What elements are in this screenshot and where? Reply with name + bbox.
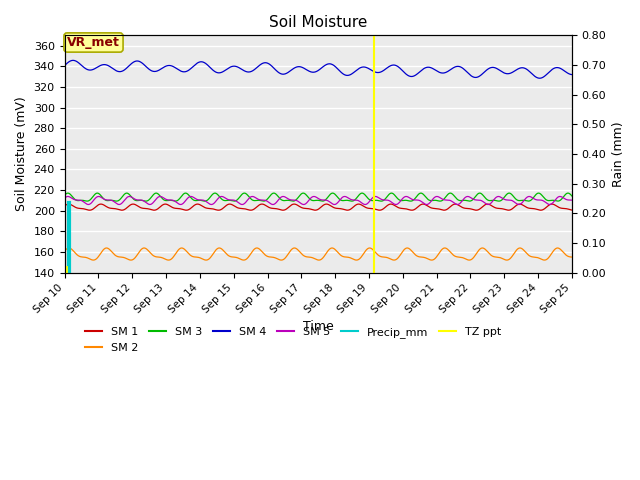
X-axis label: Time: Time — [303, 321, 333, 334]
Legend: SM 1, SM 2, SM 3, SM 4, SM 5, Precip_mm, TZ ppt: SM 1, SM 2, SM 3, SM 4, SM 5, Precip_mm,… — [81, 323, 505, 357]
Title: Soil Moisture: Soil Moisture — [269, 15, 367, 30]
Text: VR_met: VR_met — [67, 36, 120, 49]
Y-axis label: Rain (mm): Rain (mm) — [612, 121, 625, 187]
Y-axis label: Soil Moisture (mV): Soil Moisture (mV) — [15, 96, 28, 211]
